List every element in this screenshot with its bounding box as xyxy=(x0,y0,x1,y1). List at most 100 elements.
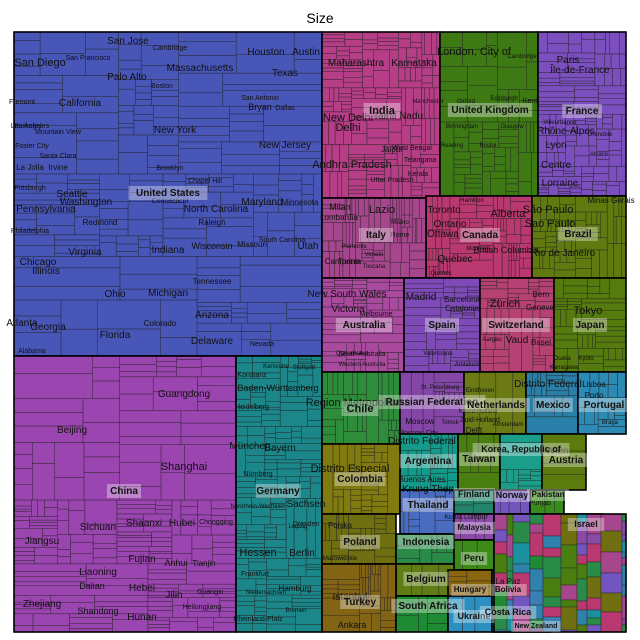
treemap-cell xyxy=(586,543,602,563)
treemap-cell xyxy=(468,349,481,355)
treemap-cell xyxy=(333,101,342,113)
treemap-cell xyxy=(352,279,368,285)
treemap-cell xyxy=(490,170,507,179)
country-label-bg xyxy=(543,453,589,467)
sub-region-label: Bayern xyxy=(264,443,296,454)
treemap-cell xyxy=(512,563,531,574)
treemap-cell xyxy=(410,189,423,196)
treemap-cell xyxy=(151,90,179,97)
treemap-cell xyxy=(493,362,510,373)
treemap-cell xyxy=(607,384,618,398)
treemap-cell xyxy=(453,167,471,175)
treemap-group xyxy=(321,197,427,279)
treemap-cell xyxy=(366,170,386,175)
treemap-group xyxy=(13,355,237,633)
treemap-cell xyxy=(505,147,511,172)
treemap-cell xyxy=(261,413,281,421)
treemap-cell xyxy=(470,151,483,158)
treemap-cell xyxy=(560,606,578,631)
treemap-cell xyxy=(408,519,420,527)
treemap-cell xyxy=(408,510,420,520)
sub-region-label: Redmond xyxy=(83,218,118,227)
treemap-cell xyxy=(332,496,339,515)
treemap-cell xyxy=(337,579,360,586)
treemap-cell xyxy=(67,173,100,181)
treemap-cell xyxy=(603,359,627,367)
treemap-cell xyxy=(363,92,376,99)
treemap-cell xyxy=(434,519,455,535)
treemap-cell xyxy=(291,431,302,438)
treemap-cell xyxy=(538,281,555,287)
treemap-cell xyxy=(387,597,391,611)
treemap-cell xyxy=(344,39,363,47)
treemap-cell xyxy=(425,259,439,267)
treemap-cell xyxy=(367,563,371,578)
sub-region-label: Minnesota xyxy=(282,198,319,207)
treemap-cell xyxy=(351,94,364,99)
treemap-cell xyxy=(479,349,494,357)
treemap-cell xyxy=(267,211,295,232)
treemap-cell xyxy=(270,497,287,504)
country-label-bg xyxy=(255,484,301,498)
sub-region-label: Rhône-Alpes xyxy=(537,126,595,137)
treemap-cell xyxy=(276,524,287,540)
treemap-cell xyxy=(403,277,444,285)
treemap-cell xyxy=(293,59,323,74)
sub-region-label: Villeurbanne xyxy=(543,120,577,126)
treemap-cell xyxy=(279,151,323,159)
treemap-cell xyxy=(235,595,256,602)
treemap-cell xyxy=(321,171,331,199)
treemap-cell xyxy=(593,173,610,182)
treemap-cell xyxy=(147,572,187,580)
treemap-cell xyxy=(13,555,35,561)
sub-region-label: Nordrhein-Westfalen xyxy=(231,504,286,510)
sub-region-label: Paris xyxy=(557,55,580,66)
treemap-cell xyxy=(250,392,267,398)
treemap-cell xyxy=(13,373,93,400)
treemap-cell xyxy=(469,222,483,228)
treemap-cell xyxy=(537,101,574,105)
treemap-cell xyxy=(162,173,187,182)
treemap-cell xyxy=(241,331,272,340)
treemap-cell xyxy=(13,442,33,455)
treemap-cell xyxy=(360,448,375,453)
treemap-cell xyxy=(235,605,256,616)
sub-region-label: Dallas xyxy=(275,105,295,112)
treemap-cell xyxy=(432,75,441,89)
country-label-bg xyxy=(489,584,527,596)
treemap-cell xyxy=(559,77,596,82)
treemap-cell xyxy=(608,371,618,385)
treemap-cell xyxy=(29,525,58,529)
country-label: United Kingdom xyxy=(451,105,528,116)
treemap-cell xyxy=(184,473,237,501)
treemap-group xyxy=(493,513,627,633)
treemap-cell xyxy=(537,189,549,193)
treemap-cell xyxy=(219,607,237,612)
treemap-cell xyxy=(499,469,508,483)
treemap-cell xyxy=(493,356,510,364)
treemap-cell xyxy=(187,611,221,618)
treemap-cell xyxy=(169,621,198,633)
country-label-bg xyxy=(527,489,569,501)
treemap-cell xyxy=(599,249,608,279)
treemap-group xyxy=(321,277,405,373)
treemap-cell xyxy=(178,31,237,42)
treemap-cell xyxy=(591,211,598,226)
treemap-cell xyxy=(403,307,442,317)
treemap-cell xyxy=(119,436,182,445)
treemap-cell xyxy=(587,293,610,300)
treemap-cell xyxy=(531,268,555,279)
treemap-cell xyxy=(498,142,519,148)
treemap-cell xyxy=(371,501,389,507)
sub-region-label: Fremont xyxy=(9,99,35,106)
country-label-bg xyxy=(402,498,454,512)
treemap-cell xyxy=(518,478,531,481)
treemap-cell xyxy=(231,308,248,314)
country-label-bg xyxy=(447,103,533,117)
treemap-cell xyxy=(609,31,620,55)
treemap-cell xyxy=(596,139,610,152)
country-label: Portugal xyxy=(584,400,625,411)
treemap-cell xyxy=(337,171,342,199)
treemap-cell xyxy=(598,93,627,100)
treemap-cell xyxy=(518,181,532,197)
